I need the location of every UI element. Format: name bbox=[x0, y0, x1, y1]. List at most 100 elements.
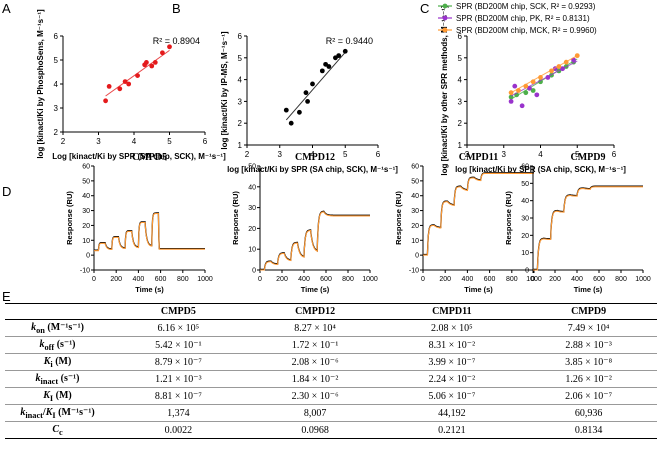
y-tick-label: 3 bbox=[238, 97, 243, 106]
r-squared-annotation: R² = 0.9440 bbox=[326, 36, 373, 46]
legend-entry: SPR (BD200M chip, MCK, R² = 0.9960) bbox=[456, 26, 597, 35]
y-tick-label: 0 bbox=[86, 253, 90, 260]
y-tick-label: 30 bbox=[248, 205, 256, 212]
data-point bbox=[512, 83, 518, 89]
y-tick-label: 20 bbox=[82, 223, 90, 230]
table-column-header: CMPD12 bbox=[246, 303, 384, 320]
table-header-row: CMPD5 CMPD12 CMPD11 CMPD9 bbox=[5, 303, 657, 320]
panel-label-d: D bbox=[2, 184, 11, 199]
data-point bbox=[283, 107, 289, 113]
data-point bbox=[534, 92, 540, 98]
y-tick-label: 50 bbox=[521, 181, 529, 188]
y-tick-label: 10 bbox=[521, 250, 529, 257]
data-point bbox=[305, 99, 310, 104]
x-axis-label: Log [kinact/Ki by SPR (SA chip, SCK), M⁻… bbox=[52, 152, 226, 161]
x-tick-label: 3 bbox=[502, 150, 507, 159]
table-cell: 0.0968 bbox=[246, 421, 384, 439]
data-point bbox=[319, 68, 325, 74]
y-tick-label: 3 bbox=[458, 97, 463, 106]
y-tick-label: 1 bbox=[238, 141, 243, 150]
table-row: KI (M) 8.81 × 10⁻⁷ 2.30 × 10⁻⁶ 5.06 × 10⁻⁷ 2… bbox=[5, 387, 657, 405]
y-tick-label: 10 bbox=[248, 247, 256, 254]
figure-canvas: A 2 3 4 5 6 2 3 4 5 6 Log [kinact/Ki by SPR (SA chi… bbox=[2, 1, 651, 294]
table-column-header: CMPD11 bbox=[383, 303, 521, 320]
y-tick-label: 50 bbox=[248, 164, 256, 171]
x-tick-label: 200 bbox=[439, 276, 451, 283]
table-row: kinact/KI (M⁻¹s⁻¹) 1,374 8,007 44,192 60,936 bbox=[5, 404, 657, 422]
x-axis-label: log [kinact/Ki by SPR (SA chip, SCK), M⁻… bbox=[227, 165, 398, 174]
y-tick-label: 50 bbox=[411, 178, 419, 185]
x-tick-label: 200 bbox=[549, 276, 561, 283]
r-squared-annotation: R² = 0.8904 bbox=[153, 36, 200, 46]
data-point bbox=[560, 66, 565, 72]
table-cell: 0.0022 bbox=[110, 421, 247, 439]
x-tick-label: 0 bbox=[92, 276, 96, 283]
x-tick-label: 800 bbox=[615, 276, 627, 283]
y-axis-label: log [kinact/Ki by IP-MS, M⁻¹s⁻¹] bbox=[220, 31, 229, 150]
panel-label-c: C bbox=[420, 1, 429, 16]
table-cell: 1.26 × 10⁻² bbox=[520, 370, 657, 388]
table-cell: 8.27 × 10⁴ bbox=[246, 319, 384, 337]
data-point bbox=[106, 84, 112, 89]
y-tick-label: 0 bbox=[415, 253, 419, 260]
x-tick-label: 2 bbox=[465, 150, 470, 159]
data-point bbox=[149, 63, 155, 69]
table-row: koff (s⁻¹) 5.42 × 10⁻¹ 1.72 × 10⁻¹ 8.31 × 1… bbox=[5, 336, 657, 354]
table-row-header: KI (M) bbox=[5, 387, 110, 405]
table-cell: 1.21 × 10⁻³ bbox=[110, 370, 247, 388]
table-cell: 60,936 bbox=[520, 404, 657, 422]
y-tick-label: 1 bbox=[458, 141, 463, 150]
y-tick-label: 0 bbox=[252, 268, 256, 275]
y-tick-label: 30 bbox=[82, 208, 90, 215]
data-point bbox=[310, 81, 315, 87]
y-axis-label: Response (RU) bbox=[504, 191, 513, 245]
table-cell: 8.31 × 10⁻² bbox=[383, 336, 521, 354]
y-tick-label: 10 bbox=[411, 238, 419, 245]
x-tick-label: 4 bbox=[538, 150, 543, 159]
y-tick-label: 40 bbox=[411, 193, 419, 200]
kinetics-table: CMPD5 CMPD12 CMPD11 CMPD9 kon (M⁻¹s⁻¹) 6.16 … bbox=[5, 303, 657, 439]
legend-marker bbox=[442, 15, 448, 21]
y-tick-label: -10 bbox=[80, 268, 90, 275]
table-row-header: Cc bbox=[5, 421, 110, 439]
data-point bbox=[574, 53, 580, 59]
x-tick-label: 200 bbox=[276, 276, 288, 283]
sensorgram-title: CMPD12 bbox=[295, 152, 335, 163]
sensorgram-data-trace bbox=[533, 185, 643, 271]
y-tick-label: 60 bbox=[411, 164, 419, 171]
data-point bbox=[117, 86, 123, 92]
y-tick-label: 6 bbox=[54, 32, 59, 41]
x-tick-label: 0 bbox=[421, 276, 425, 283]
data-point bbox=[336, 53, 342, 59]
table-cell: 44,192 bbox=[383, 404, 521, 422]
table-column-header: CMPD9 bbox=[520, 303, 657, 320]
panel-label-e: E bbox=[2, 289, 11, 304]
x-tick-label: 1000 bbox=[635, 276, 651, 283]
table-row: Ki (M) 8.79 × 10⁻⁷ 2.08 × 10⁻⁶ 3.99 × 10⁻⁷ 3… bbox=[5, 353, 657, 371]
x-tick-label: 800 bbox=[342, 276, 354, 283]
data-point bbox=[122, 79, 128, 84]
data-point bbox=[516, 88, 521, 93]
table-cell: 2.24 × 10⁻² bbox=[383, 370, 521, 388]
fit-line bbox=[105, 49, 170, 97]
sensorgram-data-trace bbox=[423, 172, 534, 256]
data-point bbox=[326, 64, 332, 69]
table-cell: 5.06 × 10⁻⁷ bbox=[383, 387, 521, 405]
fit-line bbox=[510, 60, 578, 97]
y-axis-label: log [kinact/Ki by PhosphoSens, M⁻¹s⁻¹] bbox=[36, 9, 45, 159]
table-cell: 7.49 × 10⁴ bbox=[520, 319, 657, 337]
x-tick-label: 1000 bbox=[526, 276, 542, 283]
y-tick-label: 2 bbox=[54, 128, 59, 137]
x-tick-label: 200 bbox=[110, 276, 122, 283]
x-tick-label: 0 bbox=[258, 276, 262, 283]
x-tick-label: 6 bbox=[376, 150, 381, 159]
y-tick-label: 40 bbox=[521, 198, 529, 205]
y-tick-label: 20 bbox=[411, 223, 419, 230]
data-point bbox=[152, 60, 158, 65]
y-tick-label: 40 bbox=[248, 184, 256, 191]
y-tick-label: -10 bbox=[409, 268, 419, 275]
x-axis-label: Time (s) bbox=[301, 285, 330, 294]
table-cell: 3.85 × 10⁻⁸ bbox=[520, 353, 657, 371]
y-tick-label: 5 bbox=[238, 54, 243, 63]
table-row: Cc 0.0022 0.0968 0.2121 0.8134 bbox=[5, 421, 657, 439]
